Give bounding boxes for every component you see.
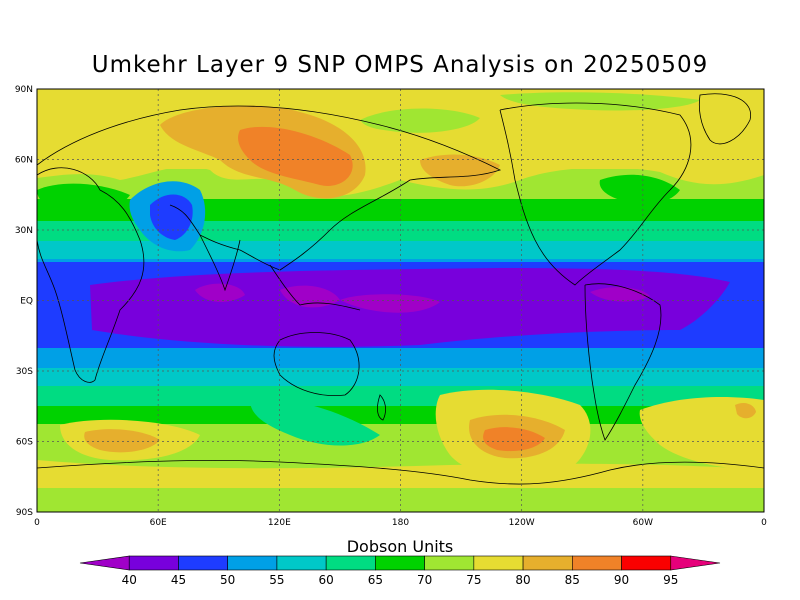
colorbar-level-label: 75 <box>466 573 481 587</box>
north-orange-core <box>238 126 353 186</box>
colorbar: Dobson Units 40 45 50 55 60 65 70 75 80 85 90 95 <box>79 537 721 587</box>
south-orange-indian <box>84 429 160 453</box>
colorbar-cell <box>227 555 278 571</box>
lat-tick-label: 30N <box>15 226 33 236</box>
colorbar-cell <box>276 555 327 571</box>
page-title: Umkehr Layer 9 SNP OMPS Analysis on 2025… <box>91 52 709 78</box>
lat-tick-label: 30S <box>16 367 33 377</box>
colorbar-level-label: 95 <box>663 573 678 587</box>
colorbar-cell <box>79 555 130 571</box>
lon-tick-label: 0 <box>34 518 40 528</box>
north-green-arctic <box>500 92 700 111</box>
colorbar-cell <box>178 555 228 571</box>
lon-tick-label: 0 <box>761 518 767 528</box>
band-trop-35 <box>195 283 650 313</box>
coast-nz <box>377 394 386 421</box>
band-south-55 <box>37 368 764 386</box>
colorbar-level-label: 40 <box>122 573 137 587</box>
map-frame <box>36 88 765 513</box>
gridlines <box>37 89 764 512</box>
north-west-green <box>37 183 130 212</box>
coast-africa <box>37 167 145 383</box>
south-green-wave <box>250 399 380 446</box>
lon-tick-label: 60W <box>633 518 653 528</box>
south-orange-core <box>483 427 545 452</box>
north-green-atlantic <box>599 174 680 205</box>
lon-tick-label: 60E <box>150 518 167 528</box>
colorbar-level-label: 50 <box>220 573 235 587</box>
south-yellow-atlantic <box>639 397 764 470</box>
lon-tick-label: 120E <box>268 518 291 528</box>
coast-greenland <box>698 93 751 145</box>
band-south-50 <box>37 348 764 368</box>
lat-tick-label: 90N <box>15 85 33 95</box>
lon-tick-label: 180 <box>392 518 409 528</box>
lon-tick-label: 120W <box>509 518 535 528</box>
lat-tick-label: 90S <box>16 508 33 518</box>
colorbar-cells <box>79 555 721 571</box>
coastlines <box>37 93 764 485</box>
colorbar-level-label: 60 <box>319 573 334 587</box>
colorbar-level-label: 90 <box>614 573 629 587</box>
colorbar-cell <box>424 555 475 571</box>
coast-se-asia <box>269 264 361 311</box>
colorbar-level-label: 45 <box>171 573 186 587</box>
colorbar-cell <box>128 555 179 571</box>
south-orange-atlantic <box>735 402 756 419</box>
colorbar-cell <box>325 555 376 571</box>
colorbar-cell <box>522 555 573 571</box>
lat-tick-label: 60S <box>16 438 33 448</box>
colorbar-level-label: 80 <box>515 573 530 587</box>
coast-eurasia <box>37 105 502 271</box>
colorbar-title: Dobson Units <box>347 537 454 556</box>
colorbar-labels: 40 45 50 55 60 65 70 75 80 85 90 95 <box>122 573 679 587</box>
colorbar-level-label: 65 <box>368 573 383 587</box>
coast-australia <box>273 332 360 396</box>
coast-south-america <box>584 283 662 441</box>
lat-tick-label: EQ <box>20 297 33 307</box>
colorbar-level-label: 70 <box>417 573 432 587</box>
colorbar-cell <box>621 555 672 571</box>
colorbar-level-label: 85 <box>565 573 580 587</box>
lat-tick-label: 60N <box>15 156 33 166</box>
north-orange-east <box>420 154 500 187</box>
coast-antarctica <box>37 460 764 485</box>
colorbar-level-label: 55 <box>269 573 284 587</box>
colorbar-cell <box>473 555 524 571</box>
north-green-patch <box>360 108 480 133</box>
colorbar-cell <box>670 555 721 571</box>
coast-india <box>199 234 241 292</box>
coast-north-america <box>499 102 692 286</box>
colorbar-cell <box>375 555 425 571</box>
colorbar-cell <box>572 555 622 571</box>
north-cyan-core <box>150 194 193 240</box>
